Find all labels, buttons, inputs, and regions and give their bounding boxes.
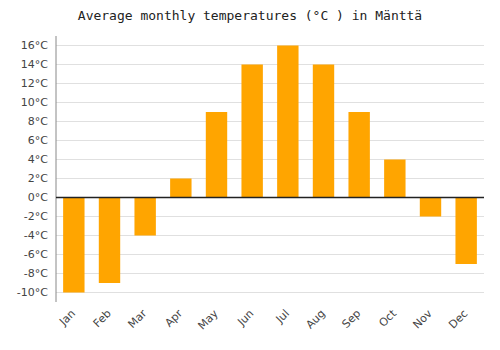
- x-tick-label: Jan: [56, 307, 78, 329]
- bar: [170, 179, 191, 198]
- grid-line: [56, 45, 484, 46]
- y-tick-label: -2°C: [24, 210, 48, 223]
- grid-line: [56, 102, 484, 103]
- x-tick-label: Aug: [303, 307, 327, 331]
- y-tick-label: 2°C: [28, 172, 48, 185]
- y-axis-line: [56, 36, 57, 302]
- grid-line: [56, 292, 484, 293]
- x-tick-label: Mar: [126, 307, 150, 331]
- bar: [241, 65, 262, 198]
- title: Average monthly temperatures (°C ) in Mä…: [78, 8, 422, 23]
- y-tick-label: 0°C: [28, 191, 48, 204]
- x-tick-label: Jun: [234, 307, 256, 329]
- x-tick-label: Dec: [446, 307, 470, 331]
- x-tick-label: Oct: [376, 307, 399, 330]
- grid-line: [56, 121, 484, 122]
- y-grid: [56, 46, 484, 293]
- x-tick-label: Sep: [340, 307, 364, 331]
- x-tick-label: Nov: [410, 307, 435, 332]
- bar: [420, 198, 441, 217]
- bars: [56, 46, 484, 293]
- bar: [348, 112, 369, 198]
- y-tick-label: 8°C: [28, 115, 48, 128]
- y-tick-label: 12°C: [21, 77, 48, 90]
- y-tick-label: 14°C: [21, 58, 48, 71]
- x-tick-label: Jul: [273, 307, 292, 326]
- x-tick-label: Apr: [162, 307, 185, 330]
- x-tick-label: Feb: [91, 307, 114, 330]
- grid-line: [56, 64, 484, 65]
- bar: [455, 198, 476, 265]
- x-tick-labels: Jan Feb Mar Apr May Jun Jul Aug Sep Oct Nov Dec: [56, 307, 470, 333]
- grid-line: [56, 83, 484, 84]
- baseline: [56, 197, 484, 199]
- grid-line: [56, 159, 484, 160]
- y-tick-label: -4°C: [24, 229, 48, 242]
- y-tick-label: 6°C: [28, 134, 48, 147]
- grid-line: [56, 197, 484, 198]
- y-tick-label: -8°C: [24, 267, 48, 280]
- grid-line: [56, 140, 484, 141]
- bar: [277, 46, 298, 198]
- chart: -10°C -8°C -6°C -4°C -2°C 0°C 2°C 4°C 6°C 8°C 10°C…: [0, 0, 500, 350]
- y-tick-label: -6°C: [24, 248, 48, 261]
- chart-container: -10°C -8°C -6°C -4°C -2°C 0°C 2°C 4°C 6°C 8°C 10°C…: [0, 0, 500, 350]
- y-tick-label: 10°C: [21, 96, 48, 109]
- bar: [313, 65, 334, 198]
- bar: [134, 198, 155, 236]
- y-tick-label: -10°C: [17, 286, 48, 299]
- y-tick-label: 4°C: [28, 153, 48, 166]
- x-tick-label: May: [195, 307, 221, 333]
- bar: [99, 198, 120, 284]
- bar: [384, 160, 405, 198]
- y-tick-labels: -10°C -8°C -6°C -4°C -2°C 0°C 2°C 4°C 6°C 8°C 10°C…: [17, 39, 48, 299]
- grid-line: [56, 178, 484, 179]
- bar: [206, 112, 227, 198]
- bar: [63, 198, 84, 293]
- y-tick-label: 16°C: [21, 39, 48, 52]
